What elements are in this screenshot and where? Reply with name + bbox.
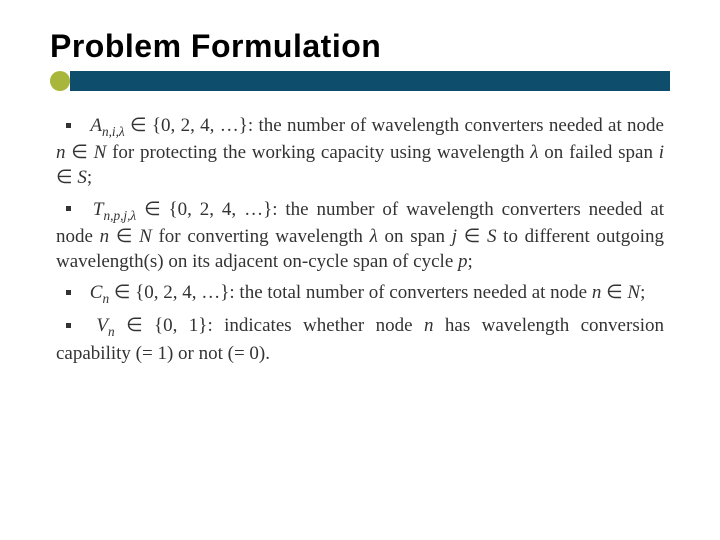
title-divider (50, 71, 670, 91)
slide-content: An,i,λ ∈ {0, 2, 4, …}: the number of wav… (50, 113, 670, 366)
bullet-symbol: Tn,p,j,λ ∈ {0, 2, 4, …} (93, 199, 272, 220)
slide-title: Problem Formulation (50, 28, 670, 65)
bullet-symbol: An,i,λ ∈ {0, 2, 4, …} (90, 115, 248, 136)
bullet-icon (66, 123, 71, 128)
bullet-item: Tn,p,j,λ ∈ {0, 2, 4, …}: the number of w… (56, 197, 664, 275)
bullet-item: An,i,λ ∈ {0, 2, 4, …}: the number of wav… (56, 113, 664, 191)
bullet-item: Cn ∈ {0, 2, 4, …}: the total number of c… (56, 280, 664, 307)
bullet-text: : the total number of converters needed … (229, 282, 645, 303)
bullet-symbol: Cn ∈ {0, 2, 4, …} (90, 282, 230, 303)
accent-dot-icon (50, 71, 70, 91)
bullet-icon (66, 323, 71, 328)
bullet-item: Vn ∈ {0, 1}: indicates whether node n ha… (56, 313, 664, 365)
bullet-icon (66, 206, 71, 211)
bullet-symbol: Vn ∈ {0, 1} (96, 315, 207, 336)
slide: Problem Formulation An,i,λ ∈ {0, 2, 4, …… (0, 0, 720, 366)
title-bar (70, 71, 670, 91)
bullet-icon (66, 290, 71, 295)
